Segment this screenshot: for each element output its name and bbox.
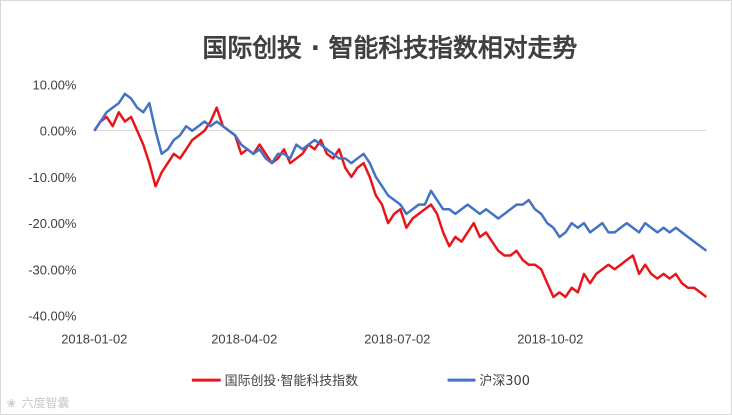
y-tick-label: -30.00% xyxy=(28,262,77,277)
x-axis-ticks: 2018-01-02 2018-04-02 2018-07-02 2018-10-02 xyxy=(61,331,583,346)
x-tick-label: 2018-01-02 xyxy=(61,331,127,346)
y-tick-label: -40.00% xyxy=(28,308,77,323)
y-tick-label: -20.00% xyxy=(28,216,77,231)
series-line-2 xyxy=(93,92,708,252)
x-tick-label: 2018-10-02 xyxy=(517,331,583,346)
watermark-logo-icon: ❀ xyxy=(7,397,16,410)
watermark-text: 六度智囊 xyxy=(22,395,70,410)
series-line-1 xyxy=(93,106,708,299)
x-tick-label: 2018-07-02 xyxy=(364,331,430,346)
y-tick-label: 0.00% xyxy=(40,124,77,139)
y-tick-label: 10.00% xyxy=(33,78,77,93)
watermark: ❀ 六度智囊 xyxy=(7,395,70,410)
legend-label-series-2: 沪深300 xyxy=(479,373,530,389)
series-layer xyxy=(93,92,708,299)
y-axis-ticks: 10.00% 0.00% -10.00% -20.00% -30.00% -40.00% xyxy=(28,78,77,324)
y-tick-label: -10.00% xyxy=(28,170,77,185)
chart-title: 国际创投 · 智能科技指数相对走势 xyxy=(202,34,577,63)
legend-label-series-1: 国际创投·智能科技指数 xyxy=(225,373,358,389)
x-tick-label: 2018-04-02 xyxy=(211,331,277,346)
legend: 国际创投·智能科技指数 沪深300 xyxy=(191,373,530,389)
